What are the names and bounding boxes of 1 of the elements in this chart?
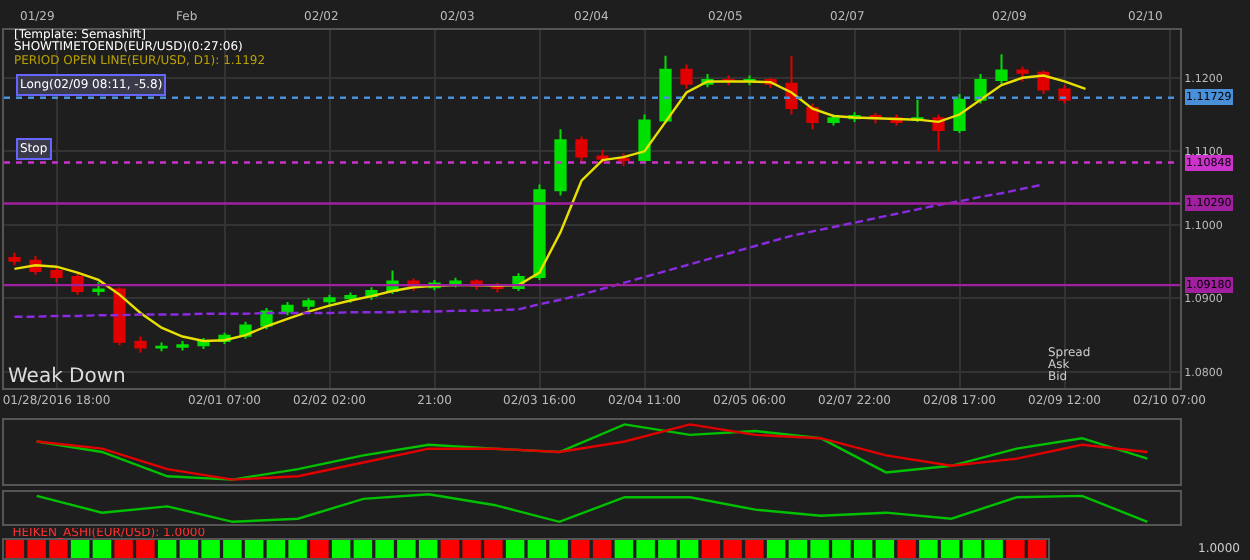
annotation: Weak Down — [8, 366, 126, 388]
